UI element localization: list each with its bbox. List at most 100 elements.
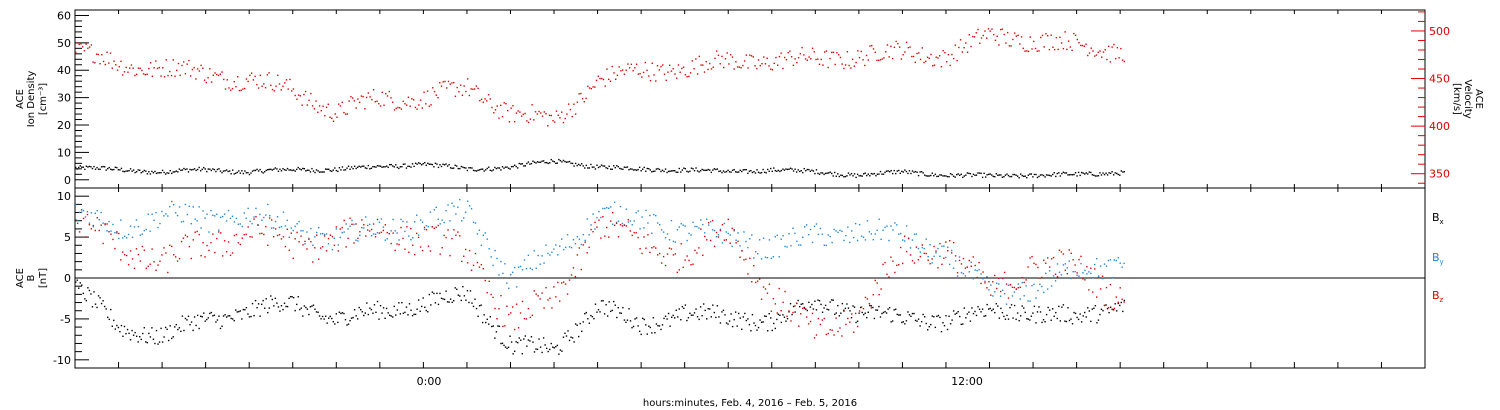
velocity-point [1022,47,1025,50]
bx-point [686,319,688,322]
velocity-point [496,105,498,107]
by-point [521,269,524,271]
bz-point [147,265,149,267]
velocity-point [785,58,788,61]
bx-point [387,312,389,314]
density-point [751,171,754,174]
by-point [1005,303,1008,305]
velocity-point [435,94,437,96]
bx-point [517,341,519,344]
density-point [1114,172,1116,174]
bx-point [808,301,810,304]
density-point [180,169,182,172]
bx-point [360,308,362,311]
bz-point [657,254,659,256]
by-point [1033,283,1035,286]
density-point [311,167,313,170]
velocity-point [839,56,842,59]
bx-point [552,346,554,348]
bx-point [247,313,249,315]
velocity-point [655,80,657,82]
bx-point [863,313,865,316]
by-point [214,215,216,217]
bx-point [587,318,589,320]
velocity-point [371,98,373,101]
bx-point [497,325,499,327]
bz-point [143,249,145,251]
bx-point [146,341,149,344]
density-point [916,171,918,173]
bx-point [329,315,331,318]
bz-point [100,224,102,226]
legend-bz-label: B [1432,289,1440,302]
bz-point [1066,273,1068,275]
density-point [908,170,911,172]
bz-point [721,223,724,226]
bz-point [751,281,753,283]
bx-point [291,296,293,298]
bz-point [635,232,637,234]
velocity-point [87,47,89,49]
velocity-point [979,42,981,44]
bz-point [357,237,359,240]
density-point [1026,176,1028,179]
density-point [824,172,827,175]
bx-point [96,306,98,309]
bx-point [1088,310,1090,312]
density-point [884,171,886,174]
bx-point [811,303,813,306]
density-point [274,167,277,169]
density-point [733,168,735,171]
bx-point [925,322,927,325]
bz-point [171,245,173,248]
bz-point [576,254,579,256]
velocity-point [773,62,775,65]
by-point [733,230,735,232]
velocity-point [348,100,350,102]
bx-point [594,303,597,305]
density-point [238,170,240,172]
bx-point [949,323,952,325]
bz-point [992,281,994,283]
velocity-point [628,67,631,69]
bz-point [282,236,285,238]
bx-point [872,306,874,309]
by-point [1007,284,1010,286]
velocity-point [167,74,169,77]
density-point [925,175,927,177]
by-point [815,223,818,225]
velocity-point [270,84,272,87]
velocity-point [296,98,298,101]
bx-point [986,303,988,306]
velocity-point [623,73,626,75]
density-point [411,163,414,165]
density-point [777,169,780,172]
density-point [852,175,854,177]
density-point [437,166,440,169]
velocity-point [419,99,422,101]
density-point [664,168,667,170]
density-point [299,168,301,170]
bx-point [827,309,830,311]
density-point [722,170,725,172]
bx-point [716,305,719,307]
density-point [629,168,632,170]
by-point [165,213,167,215]
density-point [279,168,281,170]
bz-point [376,218,379,221]
density-point [954,176,956,178]
density-point [372,165,374,168]
density-point [919,171,921,173]
density-point [157,172,159,174]
bx-point [181,315,184,317]
density-point [81,166,83,168]
velocity-point [261,85,263,87]
bx-point [859,306,862,309]
density-point [1058,172,1060,174]
velocity-point [519,111,521,113]
bz-point [508,313,510,316]
velocity-point [491,106,493,109]
bz-point [649,251,651,254]
by-point [145,228,147,231]
bz-point [1070,252,1072,255]
